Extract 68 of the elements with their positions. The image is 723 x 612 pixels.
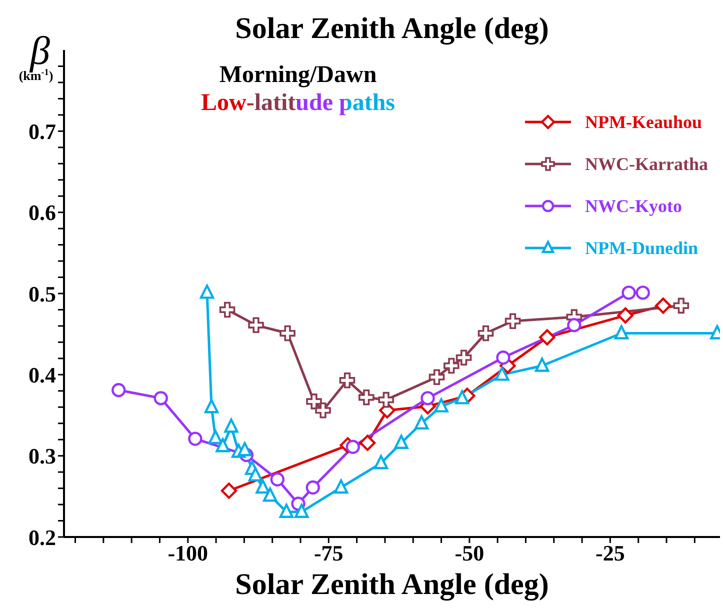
y-tick-label: 0.6 [28,200,56,226]
point [614,325,629,340]
point [262,488,278,502]
x-tick-label: -75 [314,540,344,566]
legend-label: NPM-Keauhou [585,112,702,132]
point [434,398,448,412]
point [306,394,322,410]
point [444,358,460,374]
point [270,472,285,486]
point [617,307,634,324]
point [359,434,376,451]
point [204,399,219,414]
point [216,438,230,452]
x-axis-title: Solar Zenith Angle (deg) [235,568,549,601]
point [112,382,126,398]
point [478,325,494,342]
point [224,418,238,433]
point [456,350,472,366]
x-tick-label: -100 [168,540,208,566]
point [655,298,672,314]
point [414,415,429,430]
y-tick-label: 0.4 [28,362,56,388]
point [622,286,636,300]
point [636,286,650,300]
point [208,430,223,444]
point [374,455,388,470]
y-tick-label: 0.3 [28,444,56,469]
point [455,390,470,404]
point [346,440,360,454]
point [248,317,264,334]
point [280,325,296,342]
point [219,302,236,318]
point [567,318,582,332]
point [358,389,374,406]
point [294,504,309,518]
x-tick-label: -25 [596,540,625,566]
point [200,284,214,299]
point [496,350,510,365]
point [504,313,521,329]
point [339,372,356,388]
point [279,504,294,518]
point [534,358,550,372]
point [306,480,320,495]
point [539,329,556,346]
legend-label: NWC-Karratha [585,154,708,174]
point [238,442,252,456]
point [188,432,202,446]
point [494,366,510,381]
point [420,391,435,406]
annotation: Morning/Dawn [219,62,377,88]
legend-label: NWC-Kyoto [585,196,682,216]
point [378,392,394,408]
point [248,467,263,482]
point [154,391,168,406]
point [256,479,270,494]
y-tick-label: 0.7 [28,118,56,144]
point [220,482,238,499]
annotation: Low-latitude paths [200,90,396,116]
point [394,434,408,449]
x2-axis-title: Solar Zenith Angle (deg) [235,12,549,45]
point [428,369,445,385]
legend-label: NPM-Dunedin [585,238,698,258]
point [673,298,690,314]
x-tick-label: -50 [454,540,484,566]
point [334,479,348,494]
y-tick-label: 0.5 [28,281,56,306]
y-tick-label: 0.2 [28,524,56,550]
point [315,402,331,418]
